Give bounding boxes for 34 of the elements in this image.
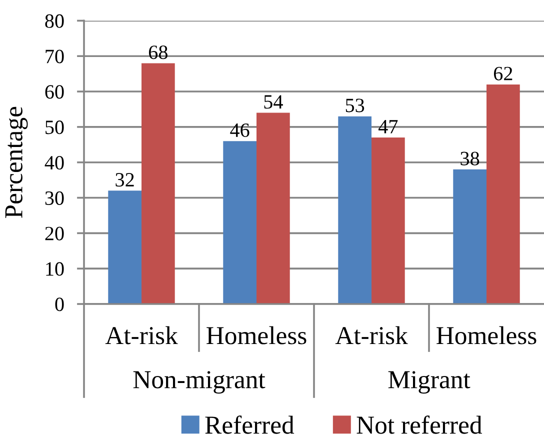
bar (338, 116, 372, 304)
x-tick-label: At-risk (335, 326, 408, 344)
y-tick-label: 60 (45, 85, 64, 99)
y-axis-title: Percentage (5, 106, 28, 218)
data-label: 47 (378, 120, 398, 134)
y-tick-label: 10 (46, 262, 64, 276)
y-tick-label: 40 (44, 156, 64, 170)
bar (142, 63, 175, 304)
text: Non-migrant (133, 371, 266, 394)
bar (108, 190, 142, 304)
y-tick-label: 80 (45, 14, 64, 28)
bar (223, 141, 256, 304)
y-tick-label: 0 (55, 298, 64, 312)
data-label: 62 (494, 66, 512, 80)
data-label: 38 (460, 152, 480, 166)
legend-label: Not referred (356, 416, 482, 434)
bar (372, 138, 405, 304)
bar (486, 84, 520, 304)
data-label: 53 (346, 98, 364, 112)
y-tick-label: 70 (46, 50, 64, 64)
x-tick-label: At-risk (105, 326, 178, 344)
bar (453, 169, 486, 304)
data-label: 54 (264, 95, 283, 109)
data-label: 32 (116, 173, 134, 187)
bar (256, 112, 290, 304)
y-tick-label: 20 (45, 226, 64, 240)
x-tick-label: Homeless (436, 326, 536, 344)
y-tick-label: 30 (45, 191, 64, 205)
data-label: 46 (230, 123, 250, 138)
y-tick-label: 50 (46, 120, 64, 134)
data-label: 68 (148, 46, 168, 60)
x-tick-label: Homeless (206, 326, 306, 344)
legend-label: Referred (205, 416, 294, 434)
text: Migrant (388, 371, 470, 394)
